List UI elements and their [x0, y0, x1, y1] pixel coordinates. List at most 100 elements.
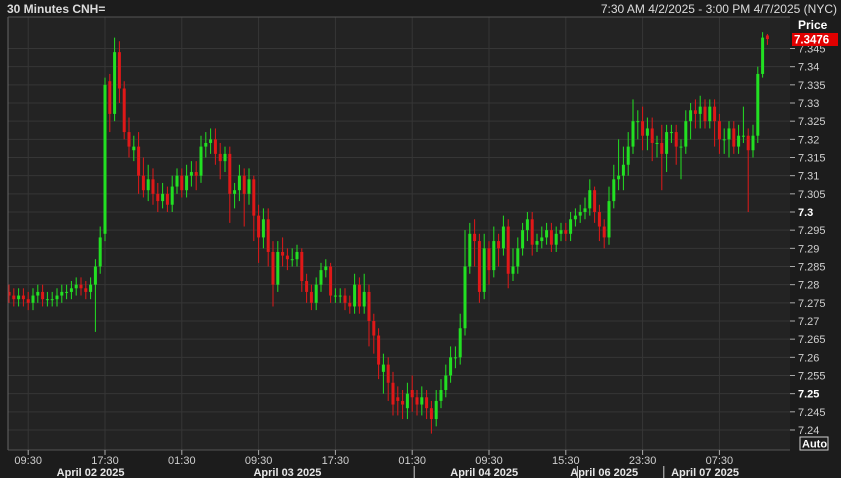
candle-body: [410, 390, 414, 398]
auto-button-label[interactable]: Auto: [802, 439, 827, 451]
candle-body: [751, 135, 755, 151]
date-label: April 07 2025: [671, 467, 739, 478]
candle-body: [276, 251, 280, 285]
candle-body: [641, 121, 645, 136]
candle-up: [146, 164, 150, 202]
candle-up: [31, 288, 35, 311]
candle-up: [89, 277, 93, 300]
candle-body: [237, 175, 241, 191]
price-axis[interactable]: 7.345 7.34 7.335 7.33 7.325 7.32 7.315 7.31 7.30…: [790, 44, 826, 437]
candle-down: [7, 284, 11, 303]
candle-up: [161, 182, 165, 209]
candle-up: [175, 168, 179, 194]
candle-body: [305, 281, 309, 292]
y-tick-label: 7.255: [798, 370, 826, 382]
auto-button[interactable]: Auto: [799, 436, 829, 451]
auto-button-frame[interactable]: [799, 436, 829, 451]
x-tick-label: 01:30: [168, 455, 196, 467]
candle-up: [381, 353, 385, 394]
candle-up: [525, 212, 529, 242]
candle-body: [674, 132, 678, 147]
candle-body: [631, 121, 635, 147]
candle-body: [141, 175, 145, 191]
candle-body: [554, 233, 558, 245]
candle-body: [602, 226, 606, 238]
y-tick-label: 7.245: [798, 407, 826, 419]
candle-up: [233, 182, 237, 209]
candle-body: [722, 139, 726, 141]
candle-down: [271, 241, 275, 307]
candle-down: [391, 371, 395, 416]
candle-body: [161, 193, 165, 202]
candle-down: [108, 73, 112, 133]
candle-up: [645, 117, 649, 151]
candle-up: [60, 284, 64, 303]
candle-body: [434, 400, 438, 420]
candle-body: [113, 52, 117, 114]
candle-down: [477, 233, 481, 303]
candle-up: [684, 110, 688, 154]
candle-body: [660, 142, 664, 154]
candle-down: [117, 41, 121, 104]
candle-down: [549, 222, 553, 252]
candle-down: [410, 375, 414, 412]
candle-up: [569, 212, 573, 242]
candle-down: [593, 186, 597, 223]
candle-down: [300, 248, 304, 292]
candle-body: [429, 408, 433, 420]
candle-body: [348, 302, 352, 307]
candle-body: [60, 291, 64, 296]
candle-down: [703, 99, 707, 129]
candle-body: [708, 106, 712, 122]
candle-body: [650, 128, 654, 143]
candle-body: [645, 128, 649, 136]
candle-body: [132, 146, 136, 151]
last-price-marker: [792, 33, 838, 46]
candle-down: [765, 33, 769, 45]
candle-body: [98, 237, 102, 267]
candle-up: [261, 208, 265, 249]
candle-up: [223, 146, 227, 173]
candle-body: [530, 219, 534, 245]
candle-down: [650, 117, 654, 162]
candle-down: [564, 222, 568, 242]
candle-up: [588, 179, 592, 216]
candle-body: [516, 248, 520, 267]
candle-up: [103, 77, 107, 242]
x-tick-label: 17:30: [91, 455, 119, 467]
candle-up: [631, 99, 635, 154]
y-tick-label: 7.29: [798, 243, 819, 255]
candle-body: [636, 121, 640, 123]
candle-body: [295, 251, 299, 260]
candle-up: [554, 226, 558, 252]
candle-down: [367, 284, 371, 347]
candle-up: [689, 103, 693, 140]
x-tick-label: 23:30: [629, 455, 657, 467]
candle-body: [521, 230, 525, 249]
candle-up: [36, 284, 40, 303]
candle-up: [420, 386, 424, 416]
candle-body: [405, 393, 409, 409]
candle-down: [156, 182, 160, 212]
candle-down: [151, 168, 155, 205]
candle-body: [684, 121, 688, 147]
time-axis[interactable]: 09:30 17:30 01:30 09:30 17:30 01:30 09:30 15:30…: [14, 450, 739, 478]
candle-up: [761, 32, 765, 78]
candle-up: [276, 241, 280, 292]
candle-body: [343, 295, 347, 303]
x-tick-label: 07:30: [706, 455, 734, 467]
candle-body: [199, 146, 203, 176]
candle-body: [300, 251, 304, 282]
candle-up: [189, 161, 193, 187]
candle-body: [626, 146, 630, 165]
candle-body: [137, 146, 141, 176]
candle-up: [737, 124, 741, 154]
candle-body: [492, 241, 496, 271]
candle-down: [732, 121, 736, 154]
candle-down: [257, 204, 261, 263]
y-tick-label: 7.34: [798, 62, 819, 74]
candle-body: [655, 142, 659, 144]
candle-down: [41, 284, 45, 307]
candle-body: [569, 219, 573, 234]
